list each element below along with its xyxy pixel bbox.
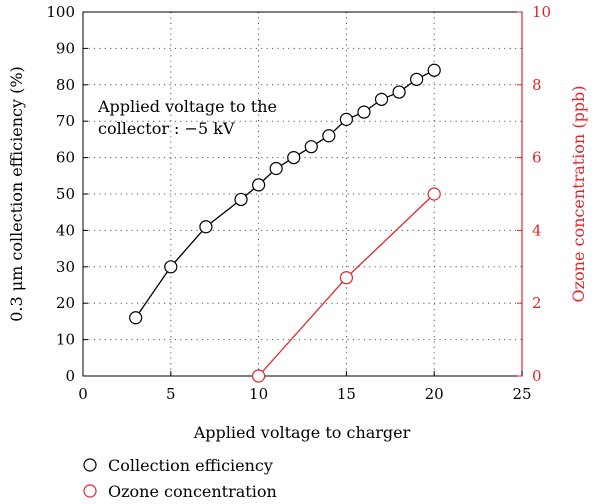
annotation-line-1: Applied voltage to the xyxy=(97,97,277,116)
data-point-collection-efficiency xyxy=(304,140,318,154)
x-tick-label: 25 xyxy=(512,385,531,403)
data-point-collection-efficiency xyxy=(234,192,248,207)
data-point-collection-efficiency xyxy=(374,92,389,106)
data-point-collection-efficiency xyxy=(287,151,301,165)
data-point-collection-efficiency xyxy=(410,72,424,86)
data-point-collection-efficiency xyxy=(199,220,213,234)
data-point-collection-efficiency xyxy=(322,129,336,143)
x-tick-label: 0 xyxy=(78,385,88,403)
y-tick-label: 100 xyxy=(46,3,75,21)
y2-tick-label: 4 xyxy=(532,221,542,239)
data-point-collection-efficiency xyxy=(252,178,266,192)
data-point-collection-efficiency xyxy=(427,63,441,77)
data-point-collection-efficiency xyxy=(129,311,143,325)
y-axis-title-left: 0.3 μm collection efficiency (%) xyxy=(7,66,26,322)
y2-tick-label: 10 xyxy=(532,3,551,21)
y-tick-label: 0 xyxy=(65,367,75,385)
y-tick-label: 70 xyxy=(56,112,75,130)
y2-tick-label: 8 xyxy=(532,76,542,94)
y-axis-title-right: Ozone concentration (ppb) xyxy=(569,85,588,302)
grid-lines xyxy=(83,12,522,376)
data-point-collection-efficiency xyxy=(357,105,371,119)
legend-marker-collection-efficiency xyxy=(83,458,97,472)
y2-tick-label: 6 xyxy=(532,149,542,167)
data-point-collection-efficiency xyxy=(392,85,406,99)
series-line-ozone-concentration xyxy=(258,193,435,377)
legend-marker-ozone-concentration xyxy=(83,484,97,498)
y-tick-label: 60 xyxy=(56,149,75,167)
y-tick-label: 50 xyxy=(56,185,75,203)
data-point-ozone-concentration xyxy=(252,369,266,383)
data-point-ozone-concentration xyxy=(339,271,353,285)
y2-tick-label: 2 xyxy=(532,294,542,312)
annotation-line-2: collector : −5 kV xyxy=(98,119,235,138)
legend-label-ozone-concentration: Ozone concentration xyxy=(108,482,277,501)
y-tick-label: 30 xyxy=(56,258,75,276)
data-point-ozone-concentration xyxy=(427,187,441,201)
data-point-collection-efficiency xyxy=(269,161,283,176)
x-axis-title: Applied voltage to charger xyxy=(193,423,411,442)
y-tick-label: 90 xyxy=(56,39,75,57)
x-tick-label: 10 xyxy=(249,385,268,403)
y-tick-label: 40 xyxy=(56,221,75,239)
x-tick-label: 5 xyxy=(166,385,176,403)
y-tick-label: 80 xyxy=(56,76,75,94)
y2-tick-label: 0 xyxy=(532,367,542,385)
y-tick-label: 20 xyxy=(56,294,75,312)
legend: Collection efficiency Ozone concentratio… xyxy=(83,456,277,501)
y-tick-label: 10 xyxy=(56,331,75,349)
series-layer xyxy=(129,63,441,383)
x-tick-label: 15 xyxy=(337,385,356,403)
x-tick-label: 20 xyxy=(425,385,444,403)
data-point-collection-efficiency xyxy=(164,260,178,274)
data-point-collection-efficiency xyxy=(339,112,353,126)
legend-label-collection-efficiency: Collection efficiency xyxy=(108,456,273,475)
